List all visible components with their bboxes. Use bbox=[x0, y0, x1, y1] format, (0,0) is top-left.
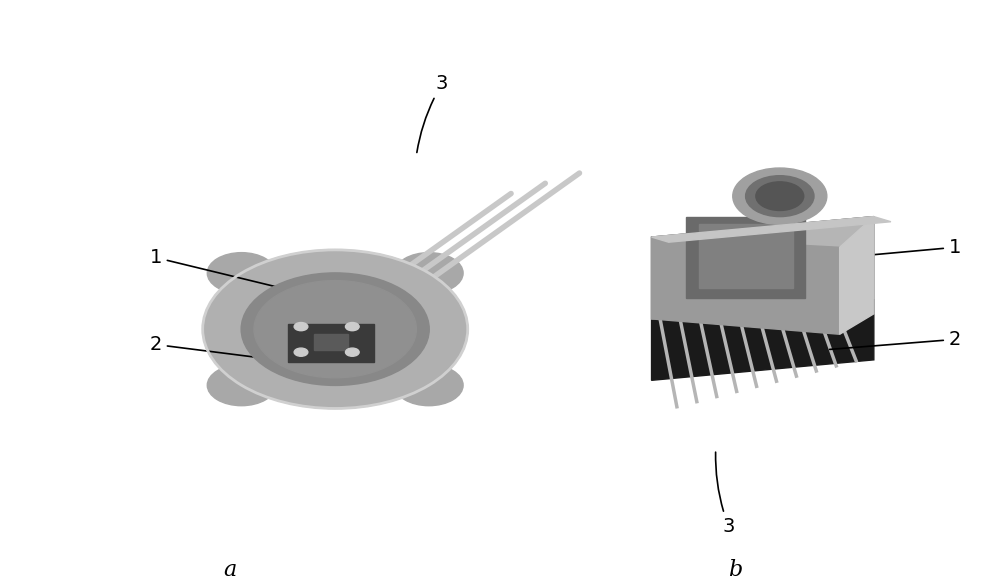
Circle shape bbox=[345, 348, 359, 356]
Polygon shape bbox=[314, 334, 348, 350]
Text: 2: 2 bbox=[149, 335, 294, 362]
Polygon shape bbox=[652, 216, 874, 380]
Circle shape bbox=[395, 365, 463, 406]
Circle shape bbox=[395, 253, 463, 293]
Polygon shape bbox=[686, 216, 805, 299]
Circle shape bbox=[294, 348, 308, 356]
Circle shape bbox=[241, 273, 429, 386]
Circle shape bbox=[746, 176, 814, 216]
Text: 1: 1 bbox=[149, 248, 311, 295]
Polygon shape bbox=[840, 216, 874, 334]
Circle shape bbox=[733, 168, 827, 224]
Polygon shape bbox=[652, 216, 891, 242]
Circle shape bbox=[756, 182, 804, 211]
Polygon shape bbox=[288, 324, 374, 362]
Circle shape bbox=[294, 322, 308, 330]
Circle shape bbox=[254, 280, 416, 377]
Circle shape bbox=[345, 322, 359, 330]
Polygon shape bbox=[652, 237, 840, 334]
Text: b: b bbox=[728, 559, 742, 582]
Text: a: a bbox=[223, 559, 237, 582]
Polygon shape bbox=[652, 216, 874, 319]
Polygon shape bbox=[699, 224, 793, 288]
Circle shape bbox=[207, 365, 276, 406]
Text: 3: 3 bbox=[417, 74, 448, 152]
Text: 1: 1 bbox=[817, 238, 961, 260]
Circle shape bbox=[207, 253, 276, 293]
Text: 2: 2 bbox=[830, 330, 961, 349]
Text: 3: 3 bbox=[716, 452, 735, 536]
Circle shape bbox=[203, 250, 468, 409]
